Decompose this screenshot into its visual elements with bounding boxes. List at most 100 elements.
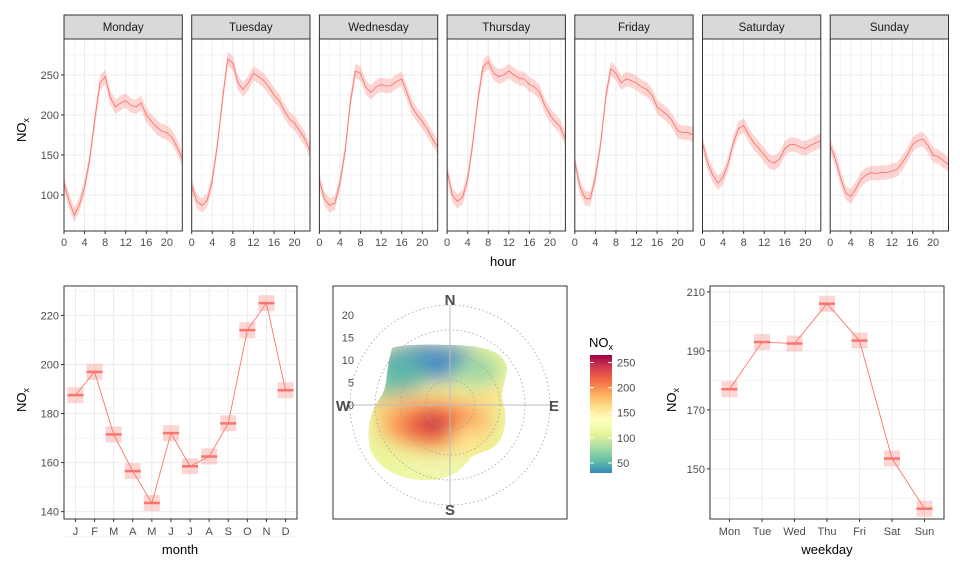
x-tick-label: Thu xyxy=(818,526,837,538)
facet-wednesday: Wednesday 0 4 8 12 16 20 xyxy=(316,14,439,249)
facet-friday: Friday 0 4 8 12 16 20 xyxy=(572,14,694,249)
y-tick-label: 150 xyxy=(41,150,59,162)
polar-heat-surface xyxy=(368,344,507,481)
y-tick-label: 150 xyxy=(687,464,705,476)
x-tick-label: 20 xyxy=(927,237,939,249)
confidence-band xyxy=(64,69,183,223)
x-tick-label: M xyxy=(109,526,118,538)
facet-thursday: Thursday 0 4 8 12 16 20 xyxy=(444,14,566,249)
y-tick-label: 140 xyxy=(41,507,59,519)
polar-radial-ticks: 0 5 10 15 20 xyxy=(342,310,354,412)
x-tick-label: 4 xyxy=(82,237,88,249)
facet-saturday: Saturday 0 4 8 12 16 20 xyxy=(699,14,822,249)
x-tick-label: J xyxy=(73,526,79,538)
x-tick-label: 16 xyxy=(396,237,408,249)
x-tick-label: 4 xyxy=(592,237,598,249)
facet-monday: Monday 0 4 8 12 16 20 100 150 200 250 xyxy=(41,14,183,249)
x-tick-label: 8 xyxy=(868,237,874,249)
x-tick-label: 12 xyxy=(375,237,387,249)
x-tick-label: Sun xyxy=(915,526,935,538)
x-tick-label: 8 xyxy=(741,237,747,249)
x-tick-label: 8 xyxy=(613,237,619,249)
x-tick-label: 20 xyxy=(799,237,811,249)
facet-strip-label: Sunday xyxy=(870,22,909,34)
facet-tuesday: Tuesday 0 4 8 12 16 20 xyxy=(189,14,311,249)
facet-frame xyxy=(574,38,694,232)
compass-north: N xyxy=(445,292,456,309)
x-tick-label: 0 xyxy=(444,237,450,249)
y-tick-label: 210 xyxy=(687,287,705,299)
compass-west: W xyxy=(336,398,351,415)
x-tick-label: O xyxy=(243,526,252,538)
x-tick-label: 0 xyxy=(827,237,833,249)
series-line xyxy=(829,138,949,198)
x-tick-label: Fri xyxy=(853,526,866,538)
month-frame xyxy=(63,285,298,520)
x-tick-label: 12 xyxy=(758,237,770,249)
x-tick-label: 20 xyxy=(288,237,300,249)
y-tick-label: 200 xyxy=(41,110,59,122)
facet-strip-label: Friday xyxy=(618,22,650,34)
facet-frame xyxy=(829,38,950,232)
radial-tick-label: 15 xyxy=(342,333,354,345)
x-tick-label: 12 xyxy=(120,237,132,249)
x-tick-label: J xyxy=(168,526,174,538)
x-tick-label: Tue xyxy=(753,526,772,538)
legend-tick-label: 100 xyxy=(617,433,635,445)
compass-east: E xyxy=(549,398,559,415)
confidence-band xyxy=(319,63,438,213)
facet-frame xyxy=(63,38,183,232)
x-tick-label: D xyxy=(282,526,290,538)
legend-tick-label: 150 xyxy=(617,408,635,420)
x-tick-label: 16 xyxy=(779,237,791,249)
confidence-band xyxy=(830,131,949,204)
x-tick-label: 12 xyxy=(503,237,515,249)
facet-strip-label: Saturday xyxy=(739,22,785,34)
month-y-axis-title: NOx xyxy=(14,388,31,413)
legend-tick-label: 50 xyxy=(617,458,629,470)
polar-panel: 0 5 10 15 20 N E S W xyxy=(332,285,568,520)
x-tick-label: 16 xyxy=(140,237,152,249)
x-tick-label: 4 xyxy=(337,237,343,249)
y-tick-label: 160 xyxy=(41,458,59,470)
facet-strip xyxy=(63,14,183,40)
x-tick-label: 16 xyxy=(651,237,663,249)
x-tick-label: A xyxy=(129,526,137,538)
legend-tick-label: 200 xyxy=(617,383,635,395)
facet-frame xyxy=(446,38,566,232)
x-tick-label: 8 xyxy=(357,237,363,249)
x-tick-label: 0 xyxy=(189,237,195,249)
y-tick-label: 170 xyxy=(687,405,705,417)
x-tick-label: Sat xyxy=(884,526,901,538)
compass-south: S xyxy=(445,502,455,519)
legend-tick-label: 250 xyxy=(617,358,635,370)
x-tick-label: A xyxy=(205,526,213,538)
month-plot-bg xyxy=(64,286,297,519)
legend-title: NOx xyxy=(589,335,614,352)
top-y-axis-title: NOx xyxy=(14,118,31,143)
facet-strip xyxy=(191,14,311,40)
radial-tick-label: 0 xyxy=(348,400,354,412)
x-tick-label: M xyxy=(147,526,156,538)
x-tick-label: 12 xyxy=(630,237,642,249)
confidence-band xyxy=(447,54,566,209)
facet-strip xyxy=(829,14,950,40)
series-line xyxy=(446,60,566,203)
x-tick-label: 4 xyxy=(465,237,471,249)
y-tick-label: 190 xyxy=(687,346,705,358)
facet-frame xyxy=(191,38,311,232)
x-tick-label: 16 xyxy=(523,237,535,249)
radial-tick-label: 20 xyxy=(342,310,354,322)
x-tick-label: 4 xyxy=(720,237,726,249)
x-tick-label: 20 xyxy=(544,237,556,249)
facet-strip xyxy=(318,14,439,40)
series-line xyxy=(191,58,311,206)
x-tick-label: 16 xyxy=(906,237,918,249)
weekday-panel: Mon Tue Wed Thu Fri Sat Sun 150 170 190 210 xyxy=(687,285,945,538)
series-line xyxy=(574,67,694,200)
x-tick-label: Wed xyxy=(783,526,805,538)
x-tick-label: 20 xyxy=(416,237,428,249)
legend-colorbar xyxy=(590,355,612,473)
x-tick-label: 16 xyxy=(268,237,280,249)
x-tick-label: 0 xyxy=(699,237,705,249)
